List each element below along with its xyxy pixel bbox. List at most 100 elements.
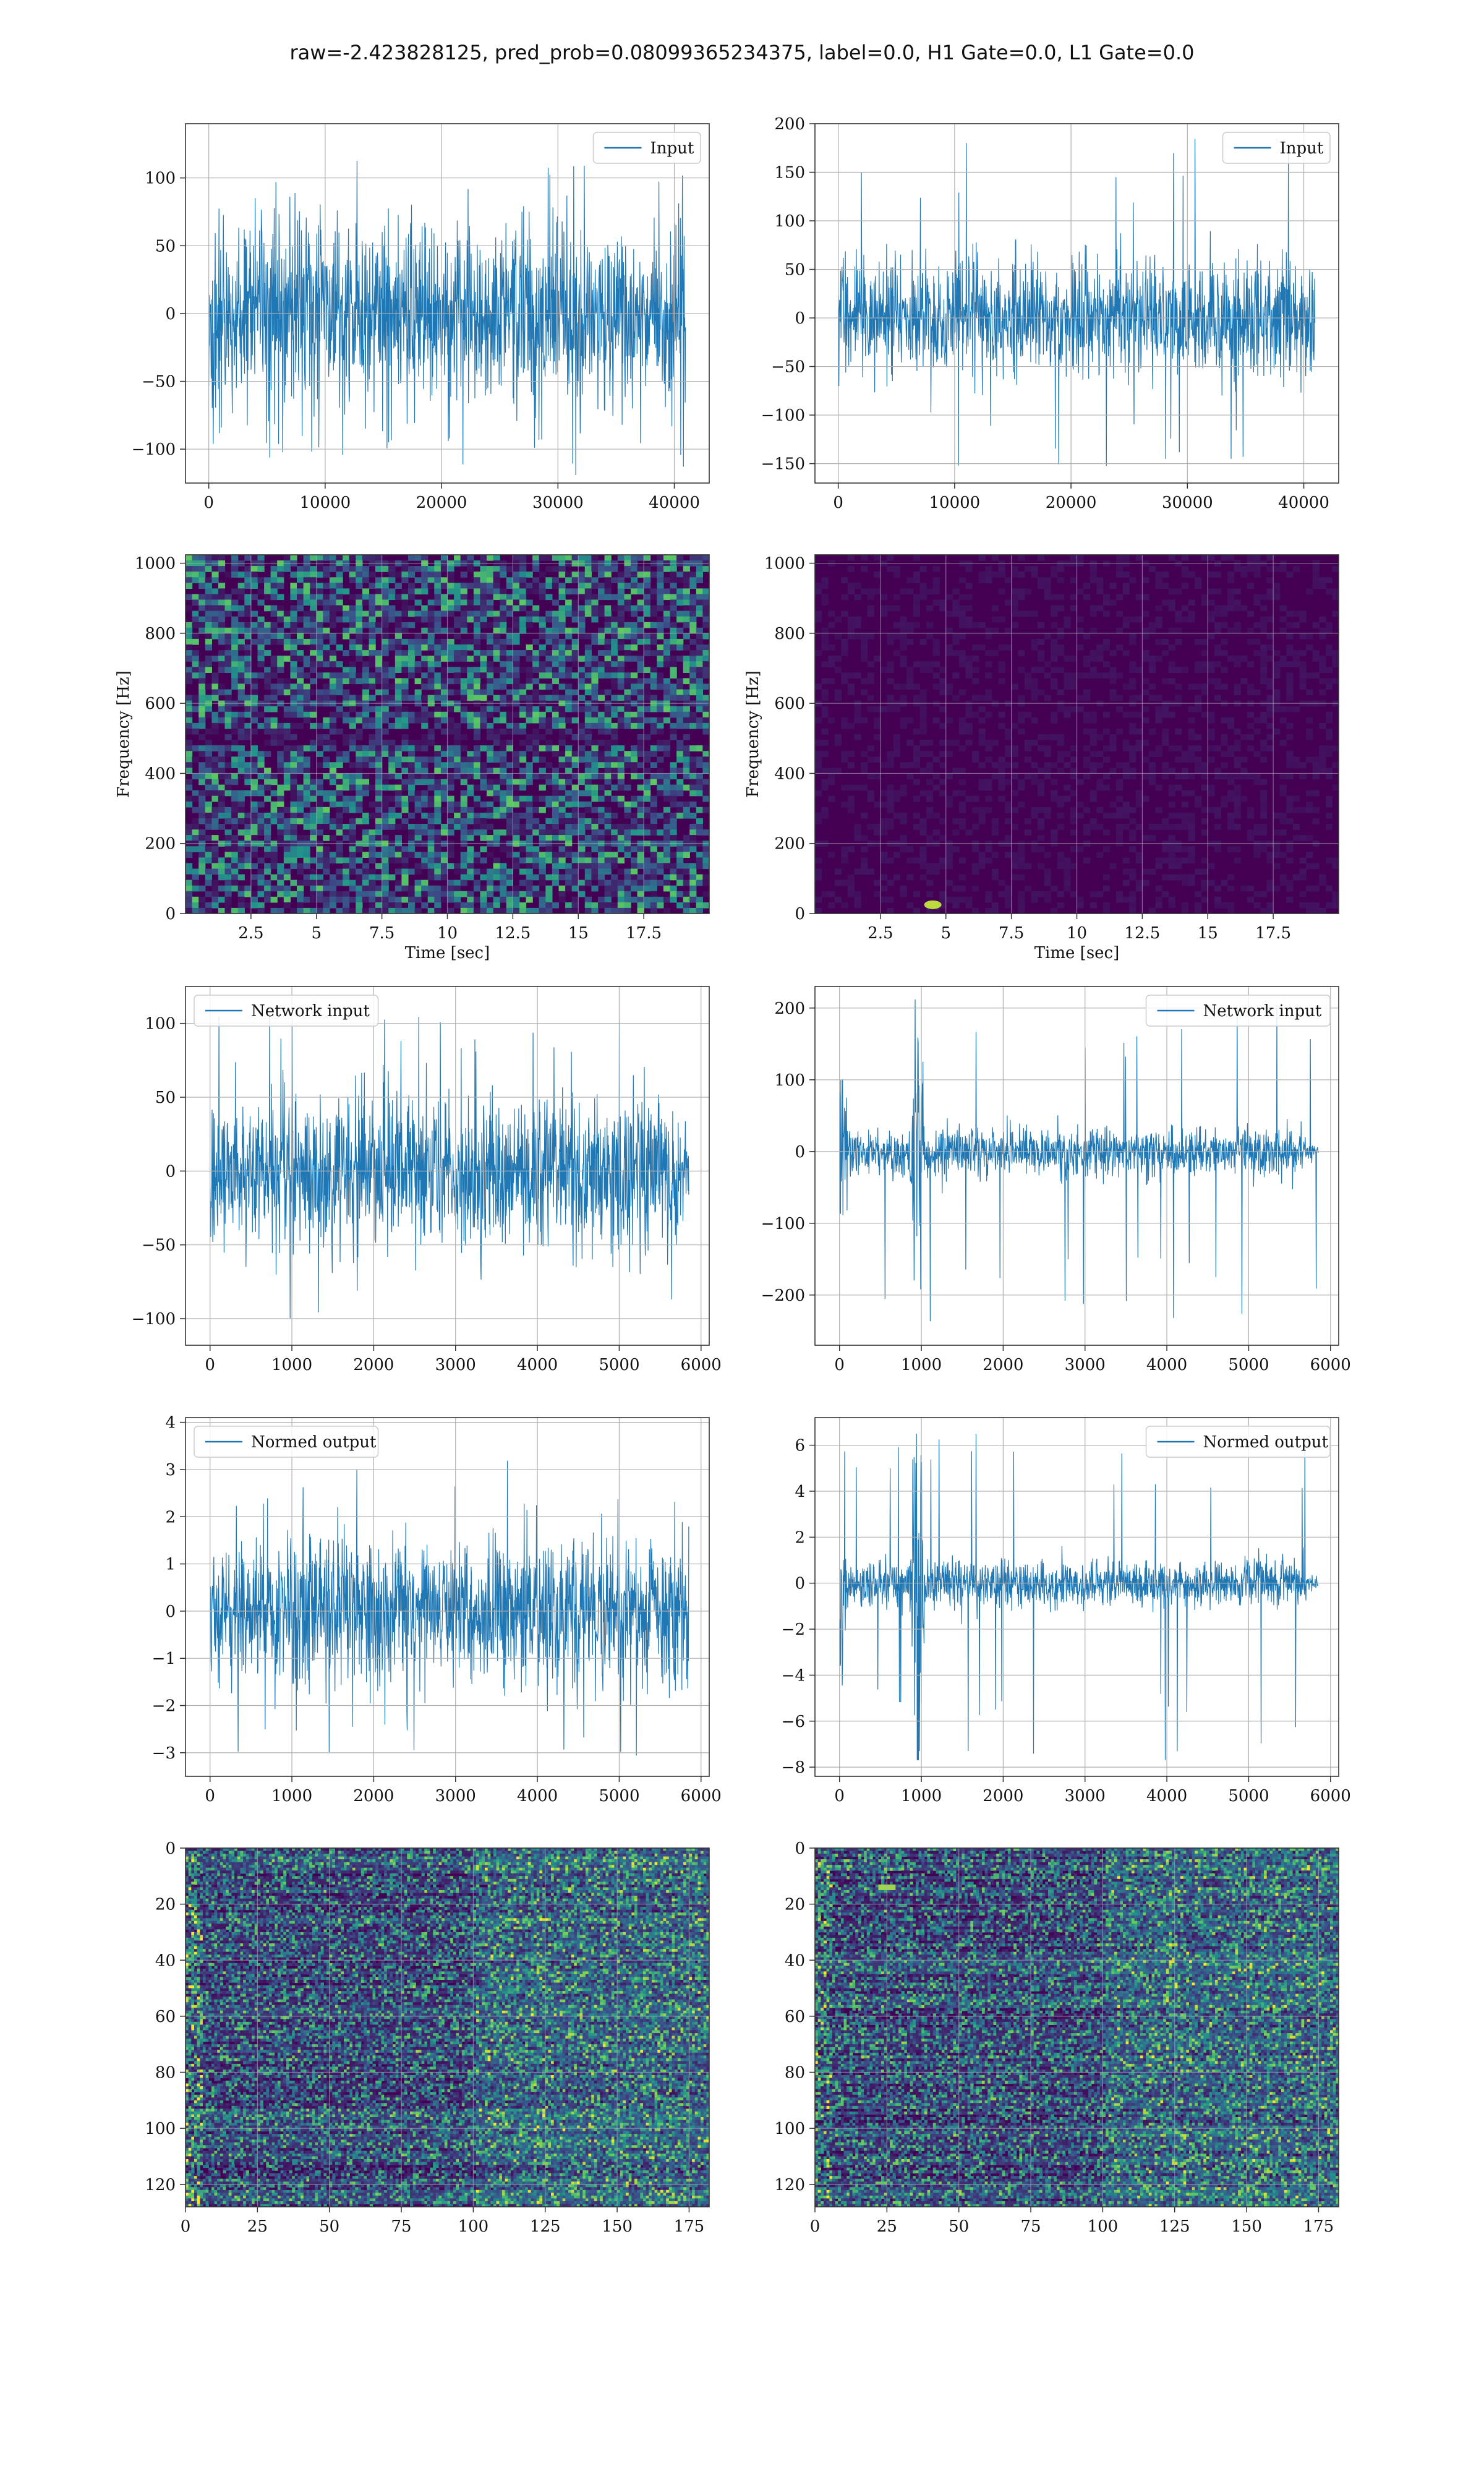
network-input-h1-xtick-label: 6000 [681,1356,722,1374]
input-l1-ytick-label: −50 [771,358,805,377]
input-h1-ytick-label: −100 [132,440,176,459]
spectrogram-l1-xtick-label: 12.5 [1124,924,1160,943]
spectrogram-h1-panel: 2.5 5 7.5 10 12.5 15 17.5 0 200 400 600 800 1000 Time… [114,554,710,962]
spectrogram-h1-ytick-label: 800 [145,625,176,643]
network-input-h1-ytick-label: −50 [142,1236,176,1255]
spectrogram-h1-xtick-label: 2.5 [238,924,263,943]
normed-output-h1-ytick-label: 2 [165,1508,176,1526]
spectrogram-l1-ylabel: Frequency [Hz] [744,670,762,798]
normed-output-h1-plot-area [210,1460,689,1756]
input-h1-xtick-label: 0 [203,494,214,512]
input-h1-grid [186,124,709,483]
input-h1-plot-area [208,160,686,476]
input-l1-ytick-label: −100 [761,406,805,425]
feature-map-l1-xtick-label: 150 [1231,2217,1262,2236]
network-input-l1-xtick-label: 4000 [1146,1356,1187,1374]
network-input-l1-plot-area [839,999,1319,1322]
spectrogram-h1-xtick-label: 17.5 [626,924,662,943]
network-input-l1-ytick-label: 100 [774,1071,805,1090]
network-input-l1-ytick-label: 200 [774,999,805,1018]
feature-map-h1-ytick-label: 120 [145,2176,176,2194]
spectrogram-l1-ytick-label: 0 [795,905,805,923]
network-input-l1-panel: 0 1000 2000 3000 4000 5000 6000 −200 −100 0 100 200… [761,986,1351,1374]
normed-output-l1-legend-label: Normed output [1203,1433,1329,1452]
network-input-h1-ytick-label: −100 [132,1310,176,1329]
input-h1-xtick-label: 40000 [649,494,700,512]
network-input-h1-grid [186,987,709,1345]
spectrogram-h1-xlabel: Time [sec] [405,944,490,962]
network-input-h1-frame [185,986,710,1346]
network-input-h1-plot-area [210,1013,689,1319]
feature-map-h1-panel: 0 25 50 75 100 125 150 175 0 20 40 60 80 100 120 [145,1839,710,2236]
feature-map-l1-panel: 0 25 50 75 100 125 150 175 0 20 40 60 80 100 120 [774,1839,1339,2236]
normed-output-l1-xtick-label: 0 [834,1787,845,1805]
normed-output-h1-xtick-label: 5000 [599,1787,639,1805]
feature-map-l1-frame [814,1847,1339,2207]
network-input-l1-xtick-label: 1000 [901,1356,942,1374]
feature-map-l1-ytick-label: 0 [795,1839,805,1858]
normed-output-l1-plot-area [839,1434,1319,1761]
spectrogram-l1-xtick-label: 10 [1067,924,1087,943]
normed-output-h1-legend: Normed output [194,1426,379,1458]
spectrogram-l1-xlabel: Time [sec] [1034,944,1120,962]
normed-output-h1-ytick-label: 3 [165,1461,176,1479]
input-l1-ytick-label: 50 [785,261,805,280]
feature-map-h1-xtick-label: 150 [602,2217,633,2236]
network-input-h1-legend: Network input [194,995,379,1027]
normed-output-l1-ytick-label: 0 [795,1575,805,1593]
normed-output-l1-legend-box [1145,1426,1331,1458]
feature-map-l1-xtick-label: 125 [1159,2217,1190,2236]
input-h1-ytick-label: 100 [145,169,176,188]
network-input-l1-ytick-label: −100 [761,1215,805,1233]
input-l1-xtick-label: 20000 [1046,494,1097,512]
network-input-l1-xtick-label: 2000 [983,1356,1023,1374]
input-l1-ytick-label: −150 [761,455,805,474]
spectrogram-h1-xtick-label: 5 [311,924,322,943]
input-l1-xtick-label: 0 [833,494,843,512]
spectrogram-l1-xtick-label: 5 [940,924,951,943]
feature-map-h1-ytick-label: 80 [155,2064,176,2082]
network-input-l1-xtick-label: 0 [834,1356,845,1374]
input-l1-xtick-label: 10000 [929,494,981,512]
input-l1-xtick-label: 30000 [1162,494,1213,512]
spectrogram-l1-ytick-label: 1000 [764,555,805,573]
input-h1-xtick-label: 30000 [532,494,584,512]
normed-output-h1-legend-label: Normed output [251,1433,377,1452]
spectrogram-h1-ylabel: Frequency [Hz] [114,670,133,798]
normed-output-l1-ytick-label: 2 [795,1528,805,1547]
normed-output-h1-ytick-label: −1 [152,1650,176,1668]
network-input-l1-grid [815,987,1339,1345]
feature-map-h1-ytick-label: 0 [165,1839,176,1858]
normed-output-h1-ytick-label: −2 [152,1697,176,1716]
normed-output-h1-xtick-label: 3000 [435,1787,476,1805]
spectrogram-l1-xtick-label: 17.5 [1255,924,1291,943]
network-input-l1-xtick-label: 3000 [1065,1356,1106,1374]
normed-output-l1-xtick-label: 5000 [1228,1787,1269,1805]
normed-output-l1-ytick-label: −8 [782,1758,805,1777]
network-input-l1-series-line [839,999,1319,1322]
normed-output-h1-legend-box [194,1426,379,1458]
input-h1-ytick-label: −50 [142,373,176,392]
feature-map-l1-plot-area [815,1848,1339,2207]
input-h1-ytick-label: 0 [165,305,176,323]
feature-map-l1-ytick-label: 40 [785,1951,805,1970]
input-h1-xtick-label: 20000 [416,494,467,512]
spectrogram-l1-xtick-label: 2.5 [868,924,893,943]
input-l1-ytick-label: 150 [774,164,805,182]
input-l1-ytick-label: 100 [774,212,805,231]
spectrogram-l1-xtick-label: 7.5 [999,924,1024,943]
spectrogram-h1-xtick-label: 7.5 [369,924,394,943]
feature-map-h1-frame [185,1847,710,2207]
spectrogram-l1-ytick-label: 400 [774,764,805,783]
normed-output-l1-xtick-label: 1000 [901,1787,942,1805]
spectrogram-l1-xtick-label: 15 [1198,924,1218,943]
spectrogram-l1-ytick-label: 800 [774,625,805,643]
input-l1-plot-area [838,139,1316,466]
input-h1-frame [185,123,710,484]
input-l1-legend-label: Input [1280,139,1324,158]
spectrogram-l1-panel: 2.5 5 7.5 10 12.5 15 17.5 0 200 400 600 800 1000 Time… [744,554,1339,962]
network-input-h1-xtick-label: 5000 [599,1356,639,1374]
input-h1-legend-box [592,132,701,164]
normed-output-l1-ytick-label: −6 [782,1713,805,1731]
feature-map-l1-xtick-label: 50 [949,2217,969,2236]
